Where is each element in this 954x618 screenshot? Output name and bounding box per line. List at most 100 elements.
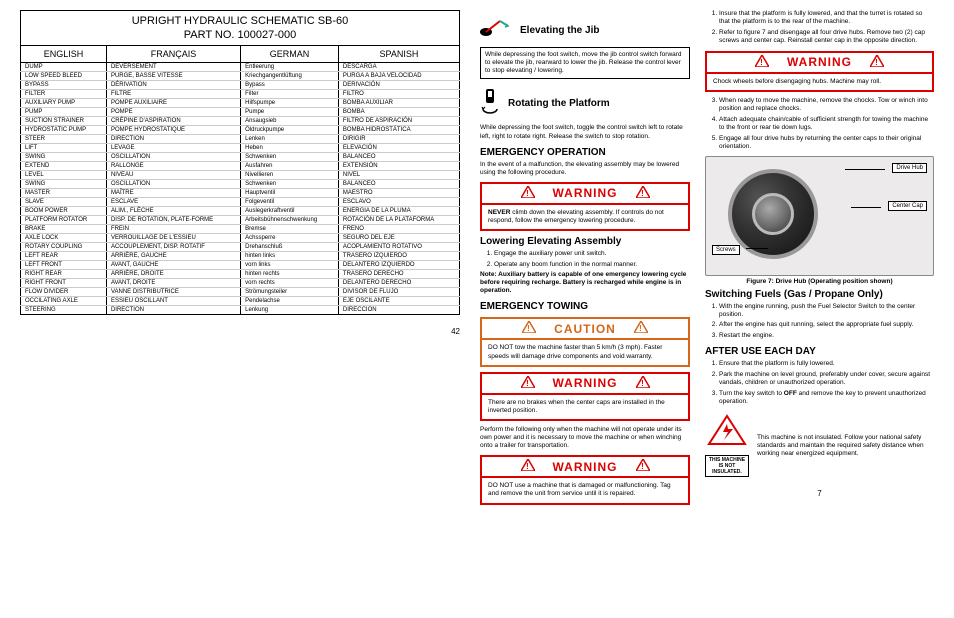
- table-row: SWINGOSCILLATIONSchwenkenBALANCEO: [21, 153, 460, 162]
- warning-label: WARNING: [787, 55, 852, 69]
- callout-center-cap: Center Cap: [888, 201, 927, 211]
- list-item: With the engine running, push the Fuel S…: [719, 303, 934, 320]
- lowering-note: Note: Auxiliary battery is capable of on…: [480, 271, 690, 295]
- warning-triangle-icon: !: [521, 186, 535, 201]
- elevating-jib-text: While depressing the foot switch, move t…: [480, 47, 690, 79]
- figure-caption: Figure 7: Drive Hub (Operating position …: [705, 278, 934, 285]
- table-row: SLAVEESCLAVEFolgeventilESCLAVO: [21, 198, 460, 207]
- table-row: ROTARY COUPLINGACCOUPLEMENT, DISP. ROTAT…: [21, 243, 460, 252]
- emergency-op-intro: In the event of a malfunction, the eleva…: [480, 161, 690, 177]
- right-page: Elevating the Jib While depressing the f…: [480, 10, 934, 608]
- after-use-heading: AFTER USE EACH DAY: [705, 346, 934, 357]
- safety-text: This machine is not insulated. Follow yo…: [757, 434, 934, 458]
- table-row: LEVELNIVEAUNivellierenNIVEL: [21, 171, 460, 180]
- table-row: LIFTLEVAGEHebenELEVACIÓN: [21, 144, 460, 153]
- insulation-warning-icon: THIS MACHINE IS NOT INSULATED.: [705, 414, 749, 477]
- svg-text:!: !: [526, 189, 530, 198]
- table-row: PLATFORM ROTATORDISP. DE ROTATION, PLATE…: [21, 216, 460, 225]
- lowering-steps-list: Engage the auxiliary power unit switch. O…: [480, 250, 690, 269]
- warning-triangle-icon: !: [636, 186, 650, 201]
- list-item: Operate any boom function in the normal …: [494, 261, 690, 269]
- table-row: BOOM POWERALIM., FLÈCHEAuslegerkraftvent…: [21, 207, 460, 216]
- warning-damaged-text: DO NOT use a machine that is damaged or …: [482, 478, 688, 502]
- svg-text:!: !: [527, 324, 531, 333]
- warning-triangle-icon: !: [521, 459, 535, 474]
- table-row: EXTENDRALLONGEAusfahrenEXTENSIÓN: [21, 162, 460, 171]
- svg-text:!: !: [875, 58, 879, 67]
- table-row: RIGHT FRONTAVANT, DROITEvorn rechtsDELAN…: [21, 279, 460, 288]
- warning-label: WARNING: [553, 460, 618, 474]
- fuels-heading: Switching Fuels (Gas / Propane Only): [705, 289, 934, 300]
- warning-box-damaged: ! WARNING ! DO NOT use a machine that is…: [480, 455, 690, 504]
- left-page: UPRIGHT HYDRAULIC SCHEMATIC SB-60 PART N…: [20, 10, 460, 608]
- table-row: OCCILATING AXLEESSIEU OSCILLANTPendelach…: [21, 297, 460, 306]
- schematic-title: UPRIGHT HYDRAULIC SCHEMATIC SB-60: [21, 11, 460, 30]
- svg-text:!: !: [641, 189, 645, 198]
- caution-label: CAUTION: [554, 322, 616, 336]
- svg-text:!: !: [526, 379, 530, 388]
- table-row: RIGHT REARARRIÈRE, DROITEhinten rechtsTR…: [21, 270, 460, 279]
- list-item: Turn the key switch to OFF and remove th…: [719, 390, 934, 407]
- warning-emergency-text: NEVER climb down the elevating assembly.…: [482, 205, 688, 229]
- column-header: ENGLISH: [21, 46, 107, 63]
- svg-text:!: !: [641, 462, 645, 471]
- callout-drive-hub: Drive Hub: [892, 163, 927, 173]
- caution-towing-text: DO NOT tow the machine faster than 5 km/…: [482, 340, 688, 364]
- page-number-left: 42: [20, 327, 460, 336]
- list-item: Refer to figure 7 and disengage all four…: [719, 29, 934, 46]
- drive-hub-figure: Drive Hub Center Cap Screws Figure 7: Dr…: [705, 156, 934, 285]
- warning-triangle-icon: !: [636, 376, 650, 391]
- table-row: STEERINGDIRECTIONLenkungDIRECCION: [21, 306, 460, 315]
- table-row: LEFT REARARRIÈRE, GAUCHEhinten linksTRAS…: [21, 252, 460, 261]
- schematic-part-no: PART NO. 100027-000: [21, 29, 460, 46]
- warning-label: WARNING: [553, 376, 618, 390]
- svg-text:!: !: [526, 462, 530, 471]
- column-header: FRANÇAIS: [106, 46, 240, 63]
- list-item: Restart the engine.: [719, 332, 934, 340]
- elevating-jib-heading: Elevating the Jib: [520, 25, 599, 36]
- schematic-table: UPRIGHT HYDRAULIC SCHEMATIC SB-60 PART N…: [20, 10, 460, 315]
- table-row: SUCTION STRAINERCRÉPINE D'ASPIRATIONAnsa…: [21, 117, 460, 126]
- table-row: MASTERMAÎTREHauptventilMAESTRO: [21, 189, 460, 198]
- table-row: LEFT FRONTAVANT, GAUCHEvorn linksDELANTE…: [21, 261, 460, 270]
- caution-triangle-icon: !: [522, 321, 536, 336]
- column-header: GERMAN: [241, 46, 339, 63]
- list-item: When ready to move the machine, remove t…: [719, 97, 934, 114]
- page-number-right: 7: [705, 489, 934, 498]
- table-row: DUMPDEVERSEMENTEntleerungDESCARGA: [21, 63, 460, 72]
- table-row: STEERDIRECTIONLenkenDIRIGIR: [21, 135, 460, 144]
- warning-brakes-text: There are no brakes when the center caps…: [482, 395, 688, 419]
- warning-triangle-icon: !: [755, 55, 769, 70]
- table-row: HYDROSTATIC PUMPPOMPE HYDROSTATIQUEÖldru…: [21, 126, 460, 135]
- middle-column: Elevating the Jib While depressing the f…: [480, 10, 690, 608]
- warning-box-brakes: ! WARNING ! There are no brakes when the…: [480, 372, 690, 421]
- table-row: FILTERFILTREFilterFILTRO: [21, 90, 460, 99]
- list-item: Engage the auxiliary power unit switch.: [494, 250, 690, 258]
- list-item: Park the machine on level ground, prefer…: [719, 371, 934, 388]
- towing-steps-cont-list: When ready to move the machine, remove t…: [705, 97, 934, 152]
- warning-box-chock: ! WARNING ! Chock wheels before disengag…: [705, 51, 934, 92]
- svg-text:!: !: [641, 379, 645, 388]
- rotate-icon: [480, 87, 500, 120]
- jib-icon: [480, 18, 512, 43]
- list-item: Engage all four drive hubs by returning …: [719, 135, 934, 152]
- safety-row: THIS MACHINE IS NOT INSULATED. This mach…: [705, 414, 934, 477]
- fuels-steps-list: With the engine running, push the Fuel S…: [705, 303, 934, 341]
- rotating-platform-heading: Rotating the Platform: [508, 98, 610, 109]
- table-row: FLOW DIVIDERVANNE DISTRIBUTRICEStrömungs…: [21, 288, 460, 297]
- warning-triangle-icon: !: [636, 459, 650, 474]
- table-row: BRAKEFREINBremseFRENO: [21, 225, 460, 234]
- table-row: AXLE LOCKVERROUILLAGE DE L'ESSIEUAchsspe…: [21, 234, 460, 243]
- table-row: AUXILIARY PUMPPOMPE AUXILIAIREHilfspumpe…: [21, 99, 460, 108]
- warning-chock-text: Chock wheels before disengaging hubs. Ma…: [707, 74, 932, 90]
- column-header: SPANISH: [338, 46, 459, 63]
- emergency-op-heading: EMERGENCY OPERATION: [480, 147, 690, 158]
- callout-screws: Screws: [712, 245, 740, 255]
- caution-triangle-icon: !: [634, 321, 648, 336]
- after-use-steps-list: Ensure that the platform is fully lowere…: [705, 360, 934, 406]
- list-item: After the engine has quit running, selec…: [719, 321, 934, 329]
- warning-label: WARNING: [553, 186, 618, 200]
- right-column: Insure that the platform is fully lowere…: [705, 10, 934, 608]
- towing-heading: EMERGENCY TOWING: [480, 301, 690, 312]
- towing-pre-text: Perform the following only when the mach…: [480, 426, 690, 450]
